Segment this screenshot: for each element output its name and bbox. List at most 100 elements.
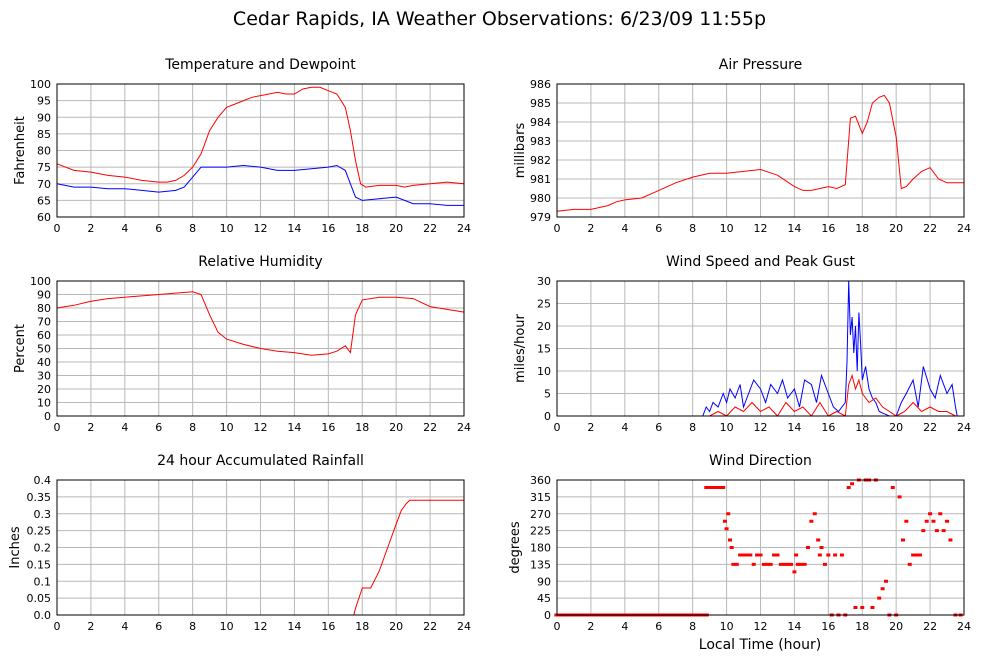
x-tick-label: 12 [754, 620, 768, 633]
direction-point [734, 562, 739, 566]
y-axis-label-rain: Inches [8, 526, 23, 568]
y-tick-label: 983 [530, 135, 551, 148]
x-tick-label: 20 [389, 620, 403, 633]
x-tick-label: 10 [220, 620, 234, 633]
direction-point [924, 519, 929, 523]
direction-point [816, 538, 821, 542]
direction-point [802, 562, 807, 566]
y-axis-label-direction: degrees [508, 521, 523, 574]
y-axis-label-temp: Fahrenheit [13, 116, 28, 185]
direction-point [941, 529, 946, 533]
direction-point [914, 553, 919, 557]
x-tick-label: 0 [554, 222, 561, 235]
direction-point [931, 519, 936, 523]
direction-point [890, 486, 895, 489]
y-tick-label: 20 [537, 320, 551, 333]
x-tick-label: 20 [889, 222, 903, 235]
direction-point [748, 553, 753, 557]
x-tick-label: 14 [787, 421, 801, 434]
y-axis-label-humidity: Percent [13, 324, 28, 373]
plot-frame-direction [556, 479, 965, 616]
direction-point [907, 562, 912, 566]
direction-point [938, 512, 943, 516]
chart-title-humidity: Relative Humidity [198, 254, 322, 270]
y-tick-label: 0.05 [27, 592, 52, 605]
y-tick-label: 0.25 [27, 525, 52, 538]
series-line-temp-1 [56, 164, 464, 206]
y-tick-label: 0.35 [27, 491, 52, 504]
y-tick-label: 0.3 [34, 508, 52, 521]
direction-point [727, 538, 732, 542]
chart-title-rain: 24 hour Accumulated Rainfall [157, 453, 364, 469]
y-tick-label: 10 [37, 397, 51, 410]
direction-point [721, 486, 726, 489]
series-line-pressure-0 [556, 94, 964, 212]
direction-point [744, 553, 749, 557]
y-tick-label: 30 [37, 370, 51, 383]
x-tick-label: 12 [754, 421, 768, 434]
direction-point [765, 562, 770, 566]
x-tick-label: 14 [287, 222, 301, 235]
direction-point [945, 519, 950, 523]
x-tick-label: 4 [621, 421, 628, 434]
x-tick-label: 24 [957, 222, 971, 235]
y-tick-label: 360 [530, 474, 551, 487]
direction-point [758, 553, 763, 557]
x-tick-label: 12 [254, 620, 268, 633]
direction-point [904, 519, 909, 523]
x-tick-label: 24 [957, 421, 971, 434]
plot-frame-rain [56, 479, 465, 616]
x-tick-label: 18 [855, 421, 869, 434]
direction-point [877, 596, 882, 600]
x-tick-label: 4 [121, 222, 128, 235]
direction-point [782, 562, 787, 566]
y-tick-label: 30 [537, 275, 551, 288]
direction-point [704, 486, 709, 489]
direction-point [897, 495, 902, 499]
y-tick-label: 0.4 [34, 474, 52, 487]
series-line-temp-0 [56, 86, 465, 188]
direction-point [714, 486, 719, 489]
direction-point [726, 512, 731, 516]
direction-point [799, 562, 804, 566]
x-tick-label: 8 [189, 222, 196, 235]
x-tick-label: 24 [457, 620, 471, 633]
x-tick-label: 14 [787, 222, 801, 235]
direction-point [785, 562, 790, 566]
y-tick-label: 315 [530, 491, 551, 504]
plot-frame-pressure [556, 83, 965, 218]
chart-title-direction: Wind Direction [709, 453, 812, 469]
plot-frame-wind [556, 280, 965, 417]
x-tick-label: 16 [321, 620, 335, 633]
direction-point [948, 538, 953, 542]
y-tick-label: 80 [37, 145, 51, 158]
plot-frame-humidity [56, 280, 465, 417]
x-tick-label: 0 [554, 620, 561, 633]
x-tick-label: 4 [621, 620, 628, 633]
x-tick-label: 24 [957, 620, 971, 633]
direction-point [880, 587, 885, 591]
y-tick-label: 50 [37, 343, 51, 356]
series-line-wind-0 [557, 280, 958, 417]
x-tick-label: 6 [155, 222, 162, 235]
y-tick-label: 100 [30, 275, 51, 288]
x-tick-label: 22 [923, 620, 937, 633]
y-tick-label: 986 [530, 78, 551, 91]
x-tick-label: 2 [587, 222, 594, 235]
direction-point [711, 486, 716, 489]
x-tick-label: 20 [889, 421, 903, 434]
x-tick-label: 10 [720, 421, 734, 434]
direction-point [722, 519, 727, 523]
x-tick-label: 4 [621, 222, 628, 235]
direction-point [826, 553, 831, 557]
direction-point [934, 529, 939, 533]
x-tick-label: 14 [787, 620, 801, 633]
direction-point [772, 553, 777, 557]
x-tick-label: 0 [54, 222, 61, 235]
y-tick-label: 270 [530, 508, 551, 521]
y-tick-label: 70 [37, 178, 51, 191]
y-tick-label: 15 [537, 343, 551, 356]
